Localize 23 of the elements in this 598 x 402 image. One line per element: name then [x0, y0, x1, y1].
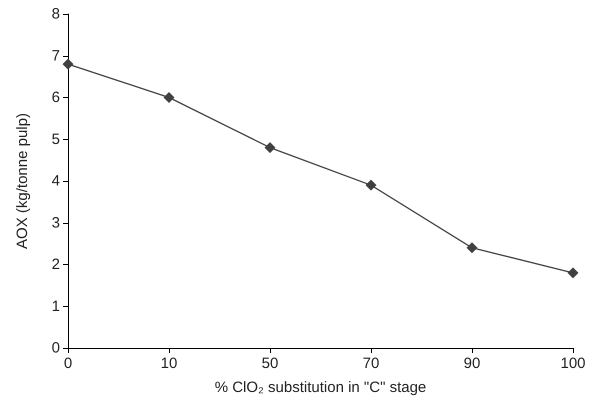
point: [366, 180, 376, 191]
y-tick-label: 4: [52, 172, 60, 190]
y-tick-label: 5: [52, 130, 60, 148]
point: [164, 92, 174, 103]
y-tick-label: 3: [52, 214, 60, 232]
y-tick-label: 1: [52, 298, 60, 315]
point: [264, 142, 276, 154]
point: [466, 242, 478, 254]
x-axis-title: % ClO₂ substitution in "C" stage: [214, 379, 426, 396]
y-tick-label: 6: [52, 89, 60, 106]
x-tick-label: 0: [64, 355, 72, 372]
x-tick-label: 100: [560, 355, 586, 372]
y-tick-label: 2: [52, 256, 60, 273]
x-tick-label: 70: [362, 355, 380, 372]
x-tick-label: 90: [464, 355, 480, 372]
y-tick-label: 0: [52, 340, 60, 356]
x-tick-label: 50: [262, 355, 278, 372]
y-axis-title: AOX (kg/tonne pulp): [14, 113, 31, 249]
y-tick-label: 8: [52, 6, 60, 22]
point: [568, 267, 578, 278]
y-tick-label: 7: [52, 47, 60, 64]
x-tick-label: 10: [160, 355, 178, 372]
point: [62, 58, 74, 70]
